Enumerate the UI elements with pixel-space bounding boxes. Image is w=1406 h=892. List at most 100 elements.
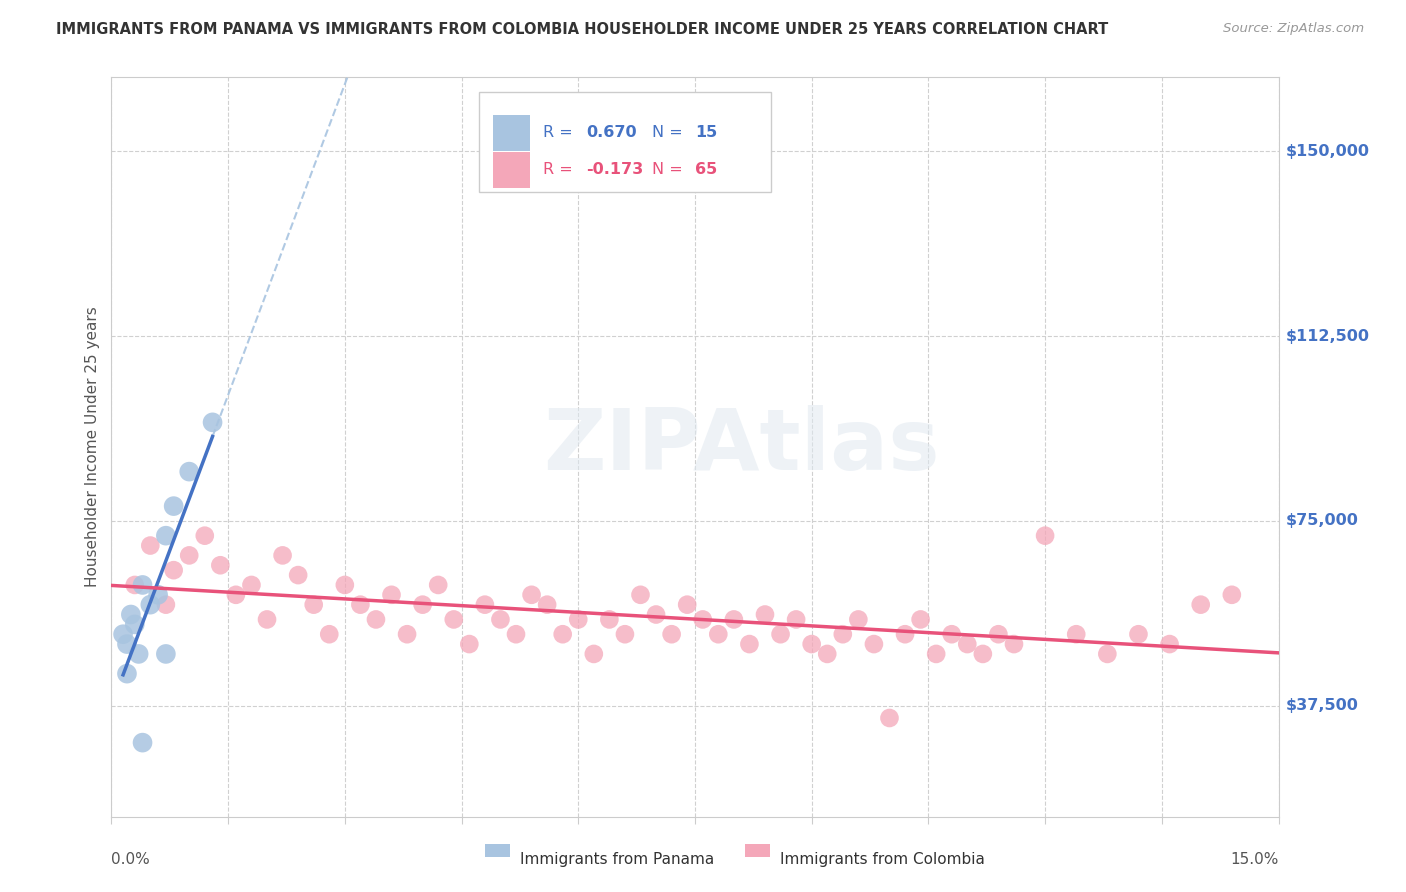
Point	[179, 465, 201, 479]
Point	[287, 568, 309, 582]
Text: $112,500: $112,500	[1285, 328, 1369, 343]
Point	[489, 612, 512, 626]
Text: R =: R =	[543, 162, 578, 178]
Text: 0.0%: 0.0%	[111, 852, 150, 867]
Point	[412, 598, 434, 612]
Point	[124, 578, 146, 592]
Text: $150,000: $150,000	[1285, 144, 1369, 159]
Point	[723, 612, 745, 626]
Text: -0.173: -0.173	[586, 162, 644, 178]
Point	[120, 607, 142, 622]
Text: 65: 65	[695, 162, 717, 178]
Text: 0.670: 0.670	[586, 126, 637, 140]
Point	[692, 612, 714, 626]
Point	[956, 637, 979, 651]
Point	[155, 529, 177, 543]
Point	[155, 647, 177, 661]
Point	[128, 647, 150, 661]
Point	[1097, 647, 1119, 661]
Point	[831, 627, 853, 641]
Point	[256, 612, 278, 626]
Point	[349, 598, 371, 612]
Text: N =: N =	[652, 126, 688, 140]
Bar	[494, 115, 530, 151]
Point	[474, 598, 496, 612]
Point	[194, 529, 217, 543]
Point	[396, 627, 419, 641]
Point	[1189, 598, 1212, 612]
Point	[863, 637, 886, 651]
Point	[115, 666, 138, 681]
Text: IMMIGRANTS FROM PANAMA VS IMMIGRANTS FROM COLOMBIA HOUSEHOLDER INCOME UNDER 25 Y: IMMIGRANTS FROM PANAMA VS IMMIGRANTS FRO…	[56, 22, 1108, 37]
Point	[754, 607, 776, 622]
Point	[707, 627, 730, 641]
Point	[124, 617, 146, 632]
Text: 15.0%: 15.0%	[1230, 852, 1278, 867]
Text: 15: 15	[695, 126, 717, 140]
Point	[443, 612, 465, 626]
Point	[458, 637, 481, 651]
Point	[536, 598, 558, 612]
Text: $37,500: $37,500	[1285, 698, 1358, 714]
Point	[115, 637, 138, 651]
Point	[769, 627, 792, 641]
Point	[987, 627, 1010, 641]
Point	[427, 578, 450, 592]
Point	[364, 612, 387, 626]
Text: $75,000: $75,000	[1285, 514, 1358, 528]
Point	[630, 588, 652, 602]
Text: N =: N =	[652, 162, 688, 178]
Point	[879, 711, 901, 725]
Point	[941, 627, 963, 641]
Point	[520, 588, 543, 602]
Point	[1128, 627, 1150, 641]
Point	[318, 627, 340, 641]
Point	[225, 588, 247, 602]
Point	[894, 627, 917, 641]
Point	[972, 647, 994, 661]
Point	[112, 627, 135, 641]
Point	[155, 598, 177, 612]
Point	[1220, 588, 1243, 602]
Point	[240, 578, 263, 592]
Point	[131, 736, 153, 750]
Point	[582, 647, 605, 661]
Point	[645, 607, 668, 622]
Point	[209, 558, 232, 573]
Point	[302, 598, 325, 612]
Point	[179, 549, 201, 563]
Point	[146, 588, 169, 602]
Point	[598, 612, 620, 626]
Point	[163, 499, 186, 513]
Point	[567, 612, 589, 626]
Point	[738, 637, 761, 651]
Point	[139, 539, 162, 553]
Point	[1064, 627, 1087, 641]
Point	[333, 578, 356, 592]
Text: Source: ZipAtlas.com: Source: ZipAtlas.com	[1223, 22, 1364, 36]
Point	[271, 549, 294, 563]
Point	[163, 563, 186, 577]
Point	[613, 627, 636, 641]
Text: Immigrants from Panama: Immigrants from Panama	[520, 852, 714, 867]
Point	[1033, 529, 1056, 543]
Point	[551, 627, 574, 641]
Point	[139, 598, 162, 612]
Point	[785, 612, 807, 626]
Point	[1002, 637, 1025, 651]
Y-axis label: Householder Income Under 25 years: Householder Income Under 25 years	[86, 307, 100, 587]
Text: Immigrants from Colombia: Immigrants from Colombia	[780, 852, 986, 867]
Point	[676, 598, 699, 612]
Point	[661, 627, 683, 641]
Point	[131, 578, 153, 592]
Point	[505, 627, 527, 641]
Point	[1159, 637, 1181, 651]
FancyBboxPatch shape	[479, 92, 770, 192]
Text: ZIPAtlas: ZIPAtlas	[543, 406, 941, 489]
Point	[846, 612, 869, 626]
Point	[380, 588, 402, 602]
Point	[815, 647, 838, 661]
Point	[925, 647, 948, 661]
Point	[800, 637, 823, 651]
Point	[910, 612, 932, 626]
